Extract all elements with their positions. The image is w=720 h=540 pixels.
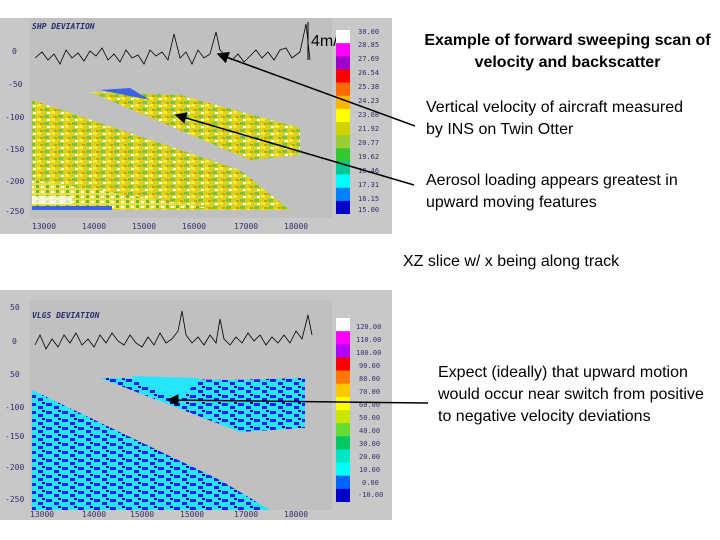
vertical-velocity-note: Vertical velocity of aircraft measured b… (426, 99, 683, 138)
arrow-to-switch (166, 394, 429, 407)
y-tick: -100 (5, 403, 25, 412)
colorbar-label: 70.00 (359, 388, 381, 396)
x-tick: 15000 (130, 510, 155, 519)
bottom-plot-title: VLGS DEVIATION (32, 311, 100, 320)
y-tick: 0 (12, 337, 17, 346)
colorbar-label: 16.15 (358, 195, 380, 203)
bottom-velocity-trace (34, 310, 313, 350)
colorbar-swatch (336, 56, 350, 70)
y-tick: -200 (5, 463, 25, 472)
colorbar-label: 20.77 (358, 139, 380, 147)
y-tick: 0 (12, 47, 17, 56)
colorbar-label: 28.85 (358, 41, 380, 49)
x-tick: 17000 (234, 510, 259, 519)
x-tick: 14000 (82, 510, 107, 519)
colorbar-swatch (336, 82, 350, 97)
colorbar-label: -10.00 (358, 491, 384, 499)
x-tick: 17000 (234, 222, 259, 231)
colorbar-label: 23.08 (358, 111, 380, 119)
expect-note: Expect (ideally) that upward motion woul… (438, 364, 704, 425)
top-colorbar (336, 30, 350, 214)
colorbar-label: 15.00 (358, 206, 380, 214)
colorbar-swatch (336, 30, 350, 44)
xz-slice-note: XZ slice w/ x being along track (403, 253, 620, 270)
colorbar-swatch (336, 462, 350, 477)
colorbar-swatch (336, 396, 350, 411)
arrow-to-feature (174, 112, 415, 186)
colorbar-label: 26.54 (358, 69, 380, 77)
colorbar-label: 25.38 (358, 83, 380, 91)
colorbar-swatch (336, 488, 350, 502)
colorbar-swatch (336, 423, 350, 437)
aerosol-note: Aerosol loading appears greatest in upwa… (426, 172, 678, 211)
bottom-colorbar (336, 318, 350, 502)
colorbar-swatch (336, 331, 350, 345)
x-tick: 15000 (132, 222, 157, 231)
colorbar-label: 110.00 (356, 336, 382, 344)
colorbar-swatch (336, 174, 350, 189)
colorbar-swatch (336, 318, 350, 332)
y-tick: -250 (5, 207, 25, 216)
colorbar-swatch (336, 135, 350, 149)
y-tick: -150 (5, 432, 25, 441)
colorbar-swatch (336, 370, 350, 385)
y-tick: 50 (10, 370, 20, 379)
y-tick: -150 (5, 145, 25, 154)
colorbar-label: 27.69 (358, 55, 380, 63)
heading: Example of forward sweeping scan of velo… (424, 32, 711, 71)
colorbar-label: 24.23 (358, 97, 380, 105)
arrow-to-trace (216, 51, 416, 127)
colorbar-swatch (336, 148, 350, 162)
y-tick: 50 (10, 303, 20, 312)
x-tick: 18000 (284, 222, 309, 231)
colorbar-swatch (336, 344, 350, 358)
colorbar-label: 0.00 (362, 479, 379, 487)
colorbar-swatch (336, 410, 350, 424)
colorbar-swatch (336, 383, 350, 398)
colorbar-label: 80.00 (359, 375, 381, 383)
colorbar-label: 30.00 (358, 28, 380, 36)
colorbar-label: 20.00 (359, 453, 381, 461)
colorbar-swatch (336, 200, 350, 214)
colorbar-label: 120.00 (356, 323, 382, 331)
colorbar-swatch (336, 475, 350, 490)
top-scan-image (32, 88, 300, 210)
x-tick: 18000 (284, 510, 309, 519)
y-tick: -50 (8, 80, 23, 89)
colorbar-swatch (336, 357, 350, 372)
colorbar-swatch (336, 69, 350, 84)
colorbar-swatch (336, 43, 350, 57)
colorbar-label: 17.31 (358, 181, 380, 189)
colorbar-label: 100.00 (356, 349, 382, 357)
bottom-scan-image (32, 376, 305, 510)
colorbar-swatch (336, 449, 350, 464)
y-tick: -200 (5, 177, 25, 186)
colorbar-label: 21.92 (358, 125, 380, 133)
colorbar-label: 90.00 (359, 362, 381, 370)
x-tick: 16000 (182, 222, 207, 231)
colorbar-swatch (336, 108, 350, 123)
colorbar-swatch (336, 436, 350, 450)
top-plot-title: SHP DEVIATION (32, 22, 95, 31)
x-tick: 13000 (30, 510, 55, 519)
colorbar-label: 19.62 (358, 153, 380, 161)
x-tick: 14000 (82, 222, 107, 231)
colorbar-label: 40.00 (359, 427, 381, 435)
colorbar-swatch (336, 187, 350, 202)
x-tick: 13000 (32, 222, 57, 231)
colorbar-label: 30.00 (359, 440, 381, 448)
colorbar-swatch (336, 122, 350, 136)
y-tick: -250 (5, 495, 25, 504)
top-velocity-trace (34, 22, 311, 65)
colorbar-label: 10.00 (359, 466, 381, 474)
colorbar-label: 50.00 (359, 414, 381, 422)
y-tick: -100 (5, 113, 25, 122)
colorbar-label: 60.00 (359, 401, 381, 409)
x-tick: 15000 (180, 510, 205, 519)
